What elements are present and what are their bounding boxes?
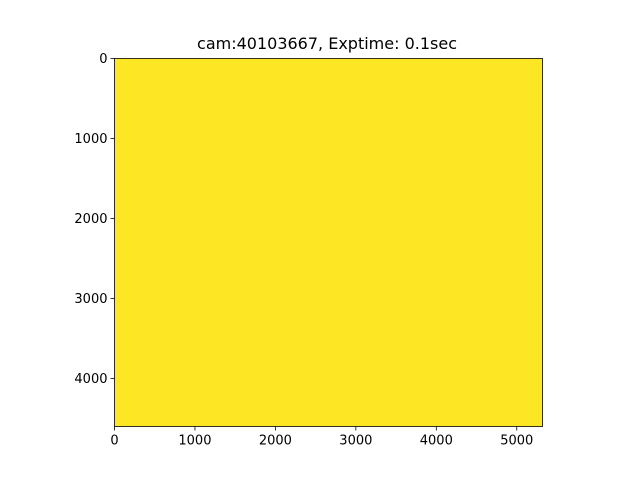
y-tick-label: 1000 <box>74 132 107 147</box>
y-tick-label: 2000 <box>74 212 107 227</box>
x-tick-label: 0 <box>110 434 118 449</box>
axes-frame <box>114 58 543 427</box>
y-tick-label: 3000 <box>74 292 107 307</box>
x-axis: 0 1000 2000 3000 4000 5000 <box>110 426 533 449</box>
y-tick-label: 0 <box>99 52 107 67</box>
x-tick-label: 3000 <box>339 434 372 449</box>
x-tick-label: 4000 <box>420 434 453 449</box>
x-tick-label: 5000 <box>500 434 533 449</box>
x-tick-label: 1000 <box>178 434 211 449</box>
image-area <box>114 58 543 427</box>
x-tick-label: 2000 <box>259 434 292 449</box>
chart-title: cam:40103667, Exptime: 0.1sec <box>197 34 457 53</box>
y-axis: 0 1000 2000 3000 4000 <box>74 52 115 387</box>
y-tick-label: 4000 <box>74 372 107 387</box>
